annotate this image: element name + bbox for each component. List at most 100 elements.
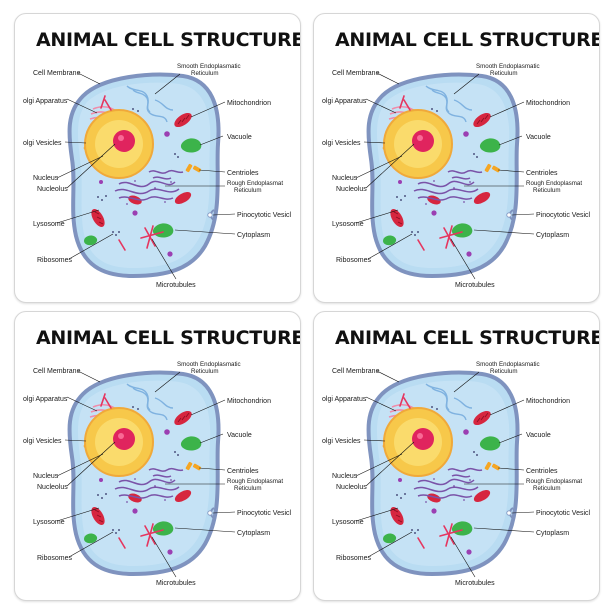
lysosome (398, 131, 472, 257)
nucleus (84, 407, 154, 477)
label-smooth-er-line1: Smooth Endoplasmatic (476, 361, 540, 368)
label-golgi-vesicles: olgi Vesicles (322, 140, 361, 147)
label-nucleus: Nucleus (332, 473, 358, 480)
label-lysosome: Lysosome (332, 221, 364, 228)
nucleus (383, 407, 453, 477)
label-pinocytotic-vesicle: Pinocytotic Vesicl (237, 212, 292, 219)
ribosomes (97, 108, 179, 236)
cell-diagram: ANIMAL CELL STRUCTURE (23, 29, 300, 289)
pinocytotic-vesicle (207, 209, 215, 221)
label-nucleolus: Nucleolus (37, 186, 68, 193)
label-rough-er-line1: Rough Endoplasmat (526, 180, 582, 187)
rough-er-ribosomes (126, 478, 172, 503)
label-mitochondrion: Mitochondrion (227, 398, 271, 405)
diagram-title: ANIMAL CELL STRUCTURE (36, 29, 300, 51)
ribosomes (396, 406, 478, 534)
coaster-bottom-right: ANIMAL CELL STRUCTURE (313, 311, 600, 601)
label-centrioles: Centrioles (227, 170, 259, 177)
label-golgi-apparatus: olgi Apparatus (23, 396, 68, 403)
microtubules (100, 393, 164, 549)
ribosomes (396, 108, 478, 236)
label-golgi-apparatus: olgi Apparatus (322, 396, 367, 403)
label-mitochondrion: Mitochondrion (227, 100, 271, 107)
label-ribosomes: Ribosomes (37, 555, 73, 562)
smooth-er (425, 85, 473, 123)
label-nucleus: Nucleus (33, 473, 59, 480)
rough-er (114, 467, 184, 499)
rough-er (413, 169, 483, 201)
label-cell-membrane: Cell Membrane (332, 70, 380, 77)
rough-er (413, 467, 483, 499)
lysosome (99, 131, 173, 257)
label-pinocytotic-vesicle: Pinocytotic Vesicl (536, 510, 591, 517)
label-vacuole: Vacuole (526, 432, 551, 439)
label-ribosomes: Ribosomes (37, 257, 73, 264)
leader-lines (355, 72, 535, 280)
label-rough-er-line1: Rough Endoplasmat (227, 478, 283, 485)
label-ribosomes: Ribosomes (336, 257, 372, 264)
label-cytoplasm: Cytoplasm (237, 232, 270, 239)
label-smooth-er-line1: Smooth Endoplasmatic (476, 63, 540, 70)
ribosomes (97, 406, 179, 534)
label-nucleolus: Nucleolus (336, 484, 367, 491)
label-rough-er-line2: Reticulum (533, 485, 561, 492)
label-vacuole: Vacuole (227, 134, 252, 141)
label-pinocytotic-vesicle: Pinocytotic Vesicl (536, 212, 591, 219)
label-cytoplasm: Cytoplasm (237, 530, 270, 537)
pinocytotic-vesicle (207, 507, 215, 519)
label-golgi-vesicles: olgi Vesicles (23, 140, 62, 147)
label-cell-membrane: Cell Membrane (33, 368, 81, 375)
label-ribosomes: Ribosomes (336, 555, 372, 562)
label-golgi-apparatus: olgi Apparatus (322, 98, 367, 105)
nucleolus (412, 130, 434, 152)
leader-lines (355, 370, 535, 578)
label-rough-er-line2: Reticulum (533, 187, 561, 194)
label-centrioles: Centrioles (227, 468, 259, 475)
label-nucleolus: Nucleolus (37, 484, 68, 491)
label-nucleus: Nucleus (33, 175, 59, 182)
lysosome (99, 429, 173, 555)
label-nucleolus: Nucleolus (336, 186, 367, 193)
label-smooth-er-line1: Smooth Endoplasmatic (177, 361, 241, 368)
label-golgi-vesicles: olgi Vesicles (23, 438, 62, 445)
rough-er (114, 169, 184, 201)
label-cytoplasm: Cytoplasm (536, 232, 569, 239)
label-nucleus: Nucleus (332, 175, 358, 182)
diagram-title: ANIMAL CELL STRUCTURE (36, 327, 300, 349)
cell-diagram: ANIMAL CELL STRUCTURE (322, 327, 599, 587)
label-centrioles: Centrioles (526, 468, 558, 475)
label-pinocytotic-vesicle: Pinocytotic Vesicl (237, 510, 292, 517)
label-cell-membrane: Cell Membrane (332, 368, 380, 375)
label-microtubules: Microtubules (156, 580, 196, 587)
coaster-bottom-left: ANIMAL CELL STRUCTURE (14, 311, 301, 601)
smooth-er (126, 85, 174, 123)
rough-er-ribosomes (425, 478, 471, 503)
label-rough-er-line2: Reticulum (234, 485, 262, 492)
diagram-title: ANIMAL CELL STRUCTURE (335, 29, 599, 51)
label-rough-er-line1: Rough Endoplasmat (526, 478, 582, 485)
pinocytotic-vesicle (506, 507, 514, 519)
label-golgi-apparatus: olgi Apparatus (23, 98, 68, 105)
label-cell-membrane: Cell Membrane (33, 70, 81, 77)
centrioles (185, 461, 202, 471)
nucleus (84, 109, 154, 179)
microtubules (399, 393, 463, 549)
label-lysosome: Lysosome (332, 519, 364, 526)
cell-diagram: ANIMAL CELL STRUCTURE (322, 29, 599, 289)
nucleolus (113, 428, 135, 450)
label-smooth-er-line2: Reticulum (191, 70, 219, 77)
smooth-er (126, 383, 174, 421)
label-lysosome: Lysosome (33, 221, 65, 228)
label-smooth-er-line2: Reticulum (191, 368, 219, 375)
label-smooth-er-line2: Reticulum (490, 70, 518, 77)
label-smooth-er-line1: Smooth Endoplasmatic (177, 63, 241, 70)
label-vacuole: Vacuole (526, 134, 551, 141)
leader-lines (56, 72, 236, 280)
label-cytoplasm: Cytoplasm (536, 530, 569, 537)
microtubules (100, 95, 164, 251)
cell-diagram: ANIMAL CELL STRUCTURE (23, 327, 300, 587)
nucleus (383, 109, 453, 179)
label-rough-er-line2: Reticulum (234, 187, 262, 194)
coaster-top-right: ANIMAL CELL STRUCTURE (313, 13, 600, 303)
label-microtubules: Microtubules (156, 282, 196, 289)
